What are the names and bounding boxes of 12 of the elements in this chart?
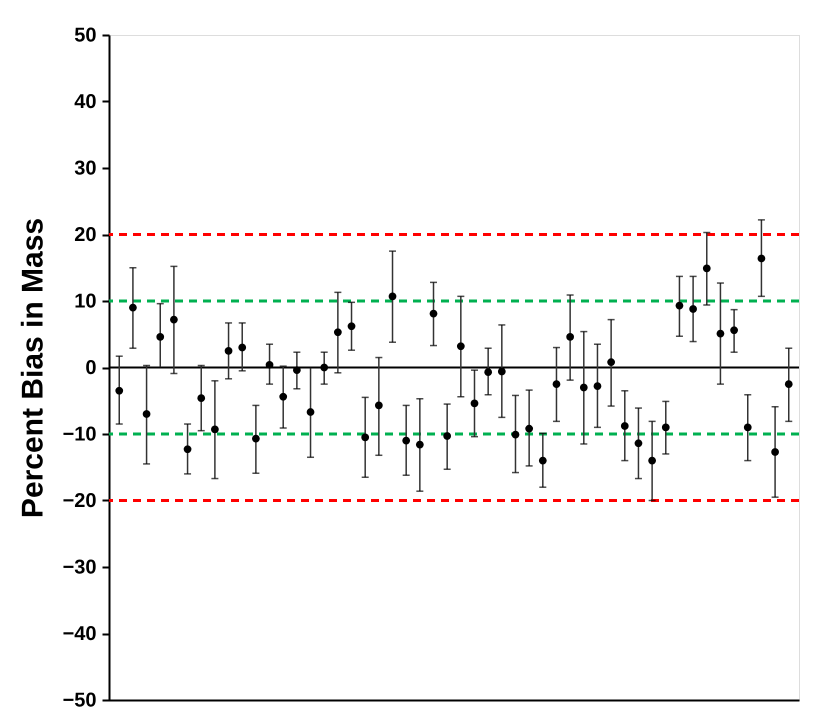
y-tick-label: 50: [74, 24, 96, 46]
y-tick-label: −10: [62, 424, 96, 446]
y-tick-label: −20: [62, 490, 96, 512]
y-tick-label: 0: [85, 357, 96, 379]
y-tick-label: −30: [62, 556, 96, 578]
y-tick-label: −50: [62, 690, 96, 709]
y-tick-label: 30: [74, 158, 96, 180]
y-tick-label: 20: [74, 224, 96, 246]
y-axis-title: Percent Bias in Mass: [16, 218, 50, 518]
y-tick-label: 40: [74, 91, 96, 113]
y-tick-label: −40: [62, 623, 96, 645]
y-tick-label: 10: [74, 290, 96, 312]
